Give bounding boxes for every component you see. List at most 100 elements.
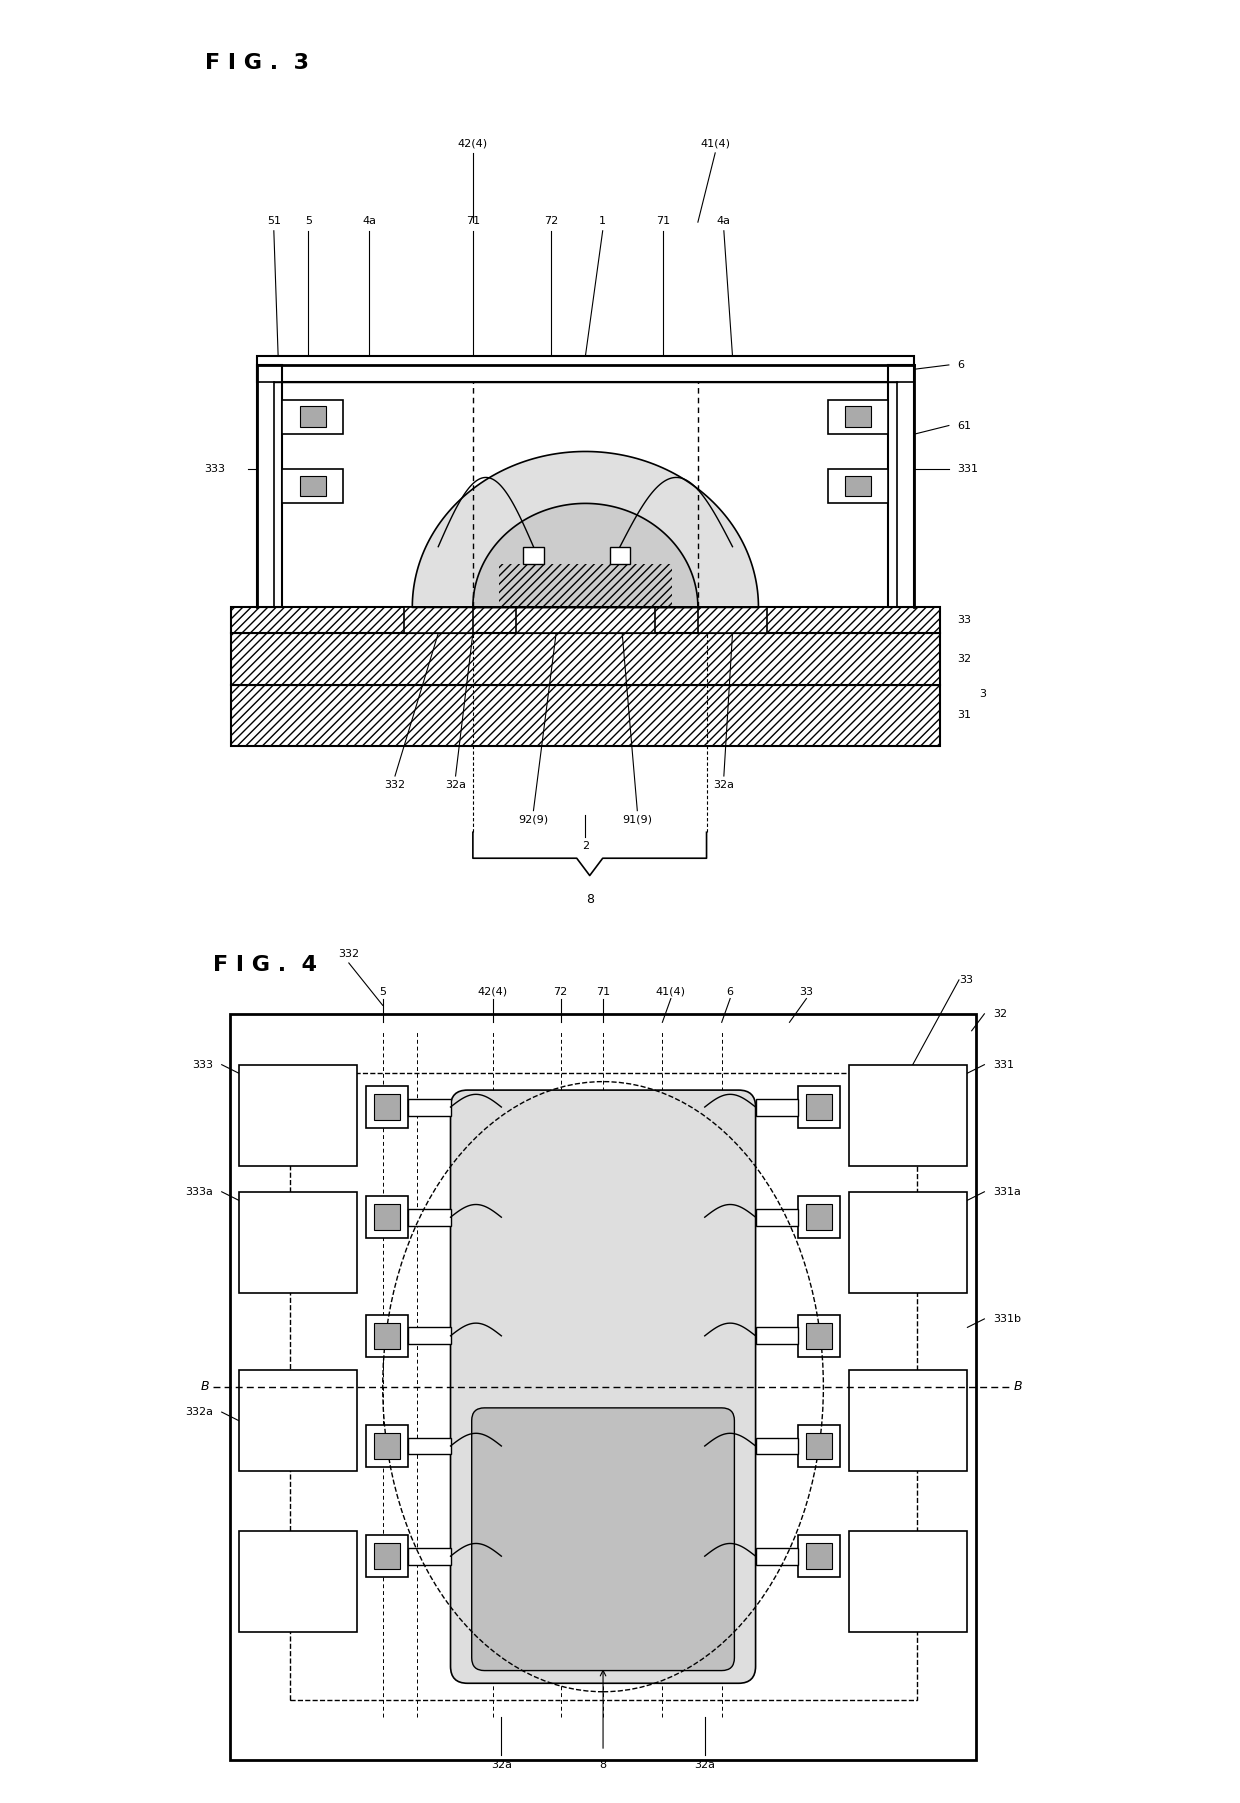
Bar <box>498 564 672 608</box>
Bar <box>408 1098 450 1116</box>
Bar <box>366 1424 408 1468</box>
Text: 71: 71 <box>596 986 610 997</box>
Bar <box>828 469 888 503</box>
Bar <box>516 608 655 633</box>
Polygon shape <box>412 451 759 608</box>
Bar <box>374 1323 399 1349</box>
Text: 42(4): 42(4) <box>477 986 508 997</box>
Bar <box>366 1534 408 1578</box>
FancyBboxPatch shape <box>450 1091 755 1684</box>
Bar <box>231 633 940 685</box>
Text: 3: 3 <box>980 689 986 700</box>
Bar <box>828 400 888 435</box>
Bar <box>404 608 472 633</box>
Bar <box>799 1314 841 1358</box>
Text: 332: 332 <box>384 781 405 790</box>
Bar <box>849 1192 967 1293</box>
Text: 72: 72 <box>553 986 568 997</box>
Bar <box>849 1370 967 1471</box>
Text: F I G .  4: F I G . 4 <box>213 954 317 974</box>
Bar <box>610 546 630 564</box>
Text: 71: 71 <box>466 216 480 227</box>
Bar <box>806 1204 832 1230</box>
Bar <box>231 1013 976 1760</box>
Text: 33: 33 <box>800 986 813 997</box>
Text: B: B <box>1014 1379 1023 1394</box>
Bar <box>257 364 283 608</box>
Bar <box>498 564 672 608</box>
Bar <box>523 546 544 564</box>
Text: F I G .  3: F I G . 3 <box>205 54 309 74</box>
Bar <box>289 1073 916 1700</box>
Text: B: B <box>201 1379 210 1394</box>
Bar <box>283 400 343 435</box>
Bar <box>238 1064 357 1167</box>
Bar <box>755 1547 799 1565</box>
Bar <box>231 685 940 746</box>
Text: 41(4): 41(4) <box>701 139 730 148</box>
Text: 32a: 32a <box>694 1760 715 1769</box>
Text: 33: 33 <box>957 615 971 626</box>
Bar <box>238 1192 357 1293</box>
Bar <box>231 685 940 746</box>
Text: 4a: 4a <box>717 216 730 227</box>
Text: 6: 6 <box>957 361 965 370</box>
Bar <box>844 406 870 427</box>
Text: 333: 333 <box>192 1060 213 1069</box>
Text: 92(9): 92(9) <box>518 815 548 826</box>
Text: 51: 51 <box>267 216 280 227</box>
Text: 32a: 32a <box>713 781 734 790</box>
Bar <box>698 608 768 633</box>
Bar <box>755 1098 799 1116</box>
Bar <box>366 1195 408 1239</box>
Bar <box>844 476 870 496</box>
Bar <box>366 1314 408 1358</box>
Bar <box>755 1327 799 1345</box>
Text: 331: 331 <box>957 463 978 474</box>
Bar <box>408 1437 450 1455</box>
FancyBboxPatch shape <box>471 1408 734 1671</box>
Text: 5: 5 <box>379 986 386 997</box>
Text: 331a: 331a <box>993 1186 1021 1197</box>
Bar <box>806 1323 832 1349</box>
Text: 91(9): 91(9) <box>622 815 652 826</box>
Bar <box>231 608 940 633</box>
Bar <box>374 1433 399 1459</box>
Bar <box>300 476 326 496</box>
Text: 61: 61 <box>957 420 971 431</box>
Bar <box>806 1094 832 1120</box>
Text: 32a: 32a <box>491 1760 512 1769</box>
Bar <box>231 633 940 685</box>
Text: 333a: 333a <box>185 1186 213 1197</box>
Bar <box>849 1531 967 1632</box>
Text: 8: 8 <box>599 1760 606 1769</box>
Text: 333: 333 <box>205 463 226 474</box>
Text: 32: 32 <box>957 654 972 664</box>
Text: 5: 5 <box>305 216 312 227</box>
Bar <box>238 1370 357 1471</box>
Text: 31: 31 <box>957 710 971 721</box>
Bar <box>755 1437 799 1455</box>
Bar <box>366 1085 408 1129</box>
Bar <box>374 1543 399 1569</box>
Bar <box>799 1424 841 1468</box>
Bar <box>231 608 940 633</box>
Bar <box>755 1208 799 1226</box>
Text: 72: 72 <box>543 216 558 227</box>
Text: 1: 1 <box>599 216 606 227</box>
Bar <box>238 1531 357 1632</box>
Text: 42(4): 42(4) <box>458 139 487 148</box>
Text: 332: 332 <box>339 948 360 959</box>
Text: 331: 331 <box>993 1060 1014 1069</box>
Bar <box>806 1433 832 1459</box>
Text: 33: 33 <box>959 975 973 984</box>
Bar <box>849 1064 967 1167</box>
Text: 32: 32 <box>993 1010 1007 1019</box>
Bar <box>408 1327 450 1345</box>
Bar <box>408 1208 450 1226</box>
Bar <box>404 608 472 633</box>
Text: 332a: 332a <box>185 1406 213 1417</box>
Bar <box>300 406 326 427</box>
Bar <box>408 1547 450 1565</box>
Bar <box>283 469 343 503</box>
